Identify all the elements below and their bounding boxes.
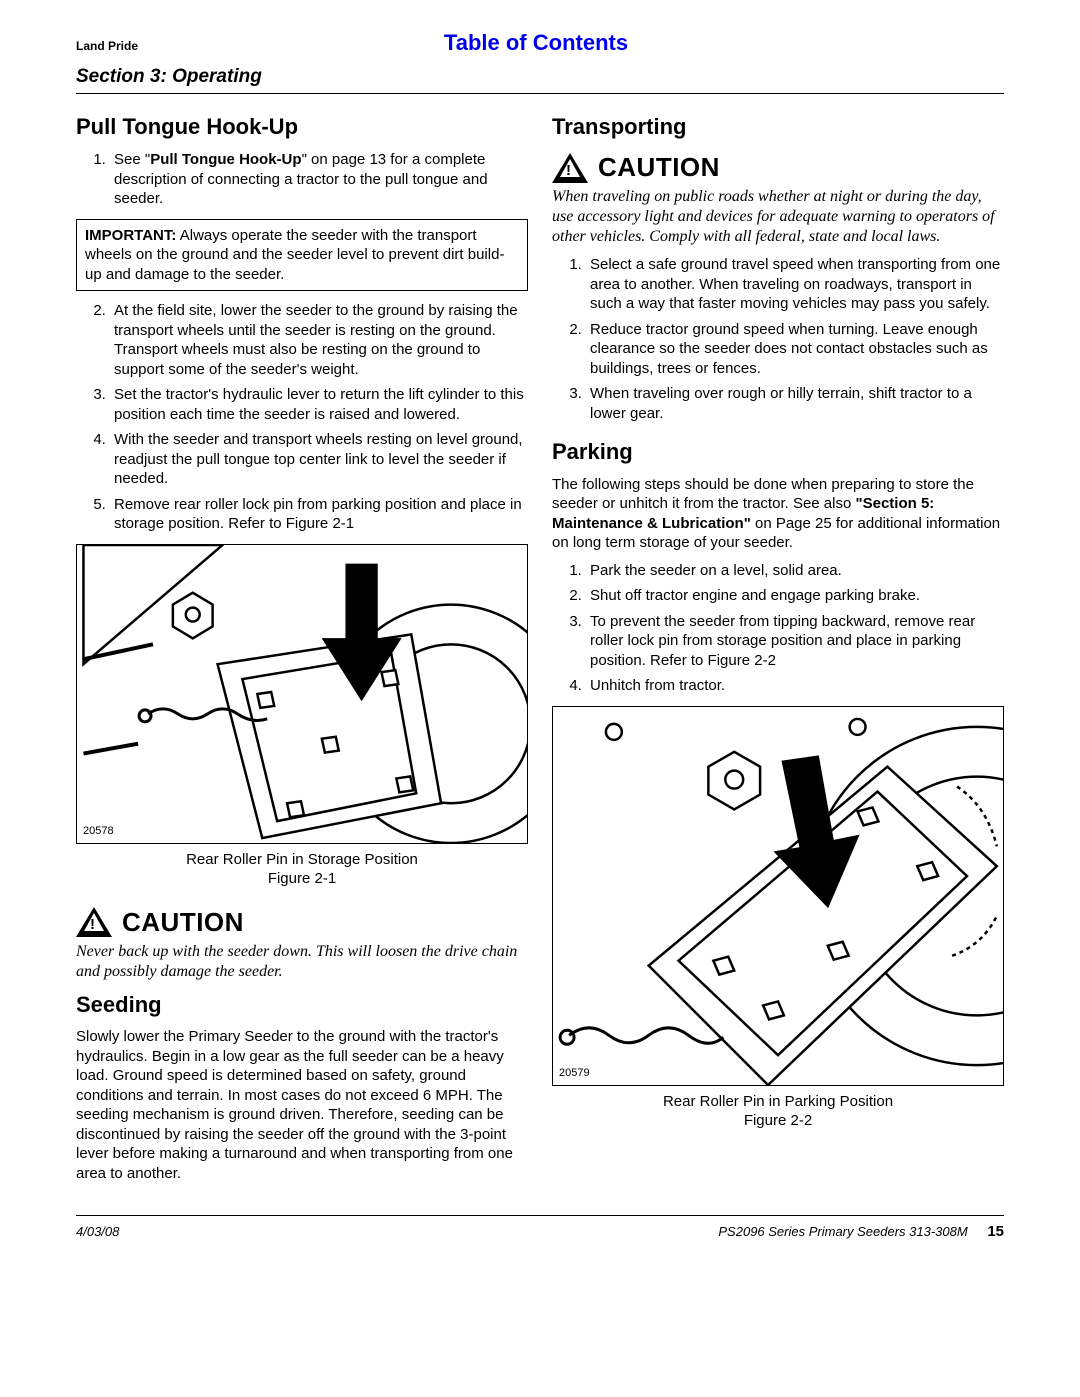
caution-label: CAUTION <box>122 905 244 940</box>
list-item: When traveling over rough or hilly terra… <box>586 384 1004 423</box>
list-item: Set the tractor's hydraulic lever to ret… <box>110 385 528 424</box>
figure-2-2-svg <box>553 707 1003 1085</box>
important-lead: IMPORTANT: <box>85 227 176 244</box>
brand-label: Land Pride <box>76 38 138 54</box>
header-bar: Land Pride Table of Contents <box>76 28 1004 58</box>
left-column: Pull Tongue Hook-Up See "Pull Tongue Hoo… <box>76 106 528 1191</box>
parking-intro: The following steps should be done when … <box>552 475 1004 553</box>
caution-1-text: Never back up with the seeder down. This… <box>76 942 528 982</box>
footer-right: PS2096 Series Primary Seeders 313-308M 1… <box>718 1222 1004 1242</box>
list-item: Shut off tractor engine and engage parki… <box>586 586 1004 606</box>
footer-page: 15 <box>987 1223 1004 1240</box>
list-item: Park the seeder on a level, solid area. <box>586 561 1004 581</box>
toc-link[interactable]: Table of Contents <box>138 28 934 58</box>
caution-box-1: ! CAUTION <box>76 905 528 940</box>
warning-icon: ! <box>552 153 588 183</box>
section-title: Section 3: Operating <box>76 64 1004 90</box>
footer-date: 4/03/08 <box>76 1223 119 1241</box>
right-column: Transporting ! CAUTION When traveling on… <box>552 106 1004 1191</box>
pull-tongue-list-cont: At the field site, lower the seeder to t… <box>110 301 528 534</box>
important-note-box: IMPORTANT: Always operate the seeder wit… <box>76 219 528 292</box>
footer-doc: PS2096 Series Primary Seeders 313-308M <box>718 1224 967 1239</box>
list-item: To prevent the seeder from tipping backw… <box>586 612 1004 671</box>
two-column-layout: Pull Tongue Hook-Up See "Pull Tongue Hoo… <box>76 106 1004 1191</box>
seeding-body: Slowly lower the Primary Seeder to the g… <box>76 1027 528 1183</box>
list-item: Unhitch from tractor. <box>586 676 1004 696</box>
list-item: Reduce tractor ground speed when turning… <box>586 320 1004 379</box>
heading-seeding: Seeding <box>76 990 528 1020</box>
caution-2-text: When traveling on public roads whether a… <box>552 187 1004 247</box>
warning-icon: ! <box>76 907 112 937</box>
figure-2-2: 20579 <box>552 706 1004 1086</box>
figure-2-1: 20578 <box>76 544 528 844</box>
list-item: At the field site, lower the seeder to t… <box>110 301 528 379</box>
heading-pull-tongue: Pull Tongue Hook-Up <box>76 112 528 142</box>
list-item: Select a safe ground travel speed when t… <box>586 255 1004 314</box>
page-footer: 4/03/08 PS2096 Series Primary Seeders 31… <box>76 1215 1004 1242</box>
list-item: See "Pull Tongue Hook-Up" on page 13 for… <box>110 150 528 209</box>
list-item: With the seeder and transport wheels res… <box>110 430 528 489</box>
pull-tongue-list: See "Pull Tongue Hook-Up" on page 13 for… <box>110 150 528 209</box>
figure-2-2-caption: Rear Roller Pin in Parking Position Figu… <box>552 1092 1004 1131</box>
transporting-list: Select a safe ground travel speed when t… <box>586 255 1004 423</box>
caution-box-2: ! CAUTION <box>552 150 1004 185</box>
figure-id: 20578 <box>83 824 114 839</box>
figure-2-1-svg <box>77 545 527 843</box>
xref-pull-tongue[interactable]: Pull Tongue Hook-Up <box>150 151 301 168</box>
figure-id: 20579 <box>559 1066 590 1081</box>
heading-transporting: Transporting <box>552 112 1004 142</box>
caution-label: CAUTION <box>598 150 720 185</box>
parking-list: Park the seeder on a level, solid area. … <box>586 561 1004 696</box>
heading-parking: Parking <box>552 437 1004 467</box>
list-item: Remove rear roller lock pin from parking… <box>110 495 528 534</box>
header-rule <box>76 93 1004 94</box>
figure-2-1-caption: Rear Roller Pin in Storage Position Figu… <box>76 850 528 889</box>
